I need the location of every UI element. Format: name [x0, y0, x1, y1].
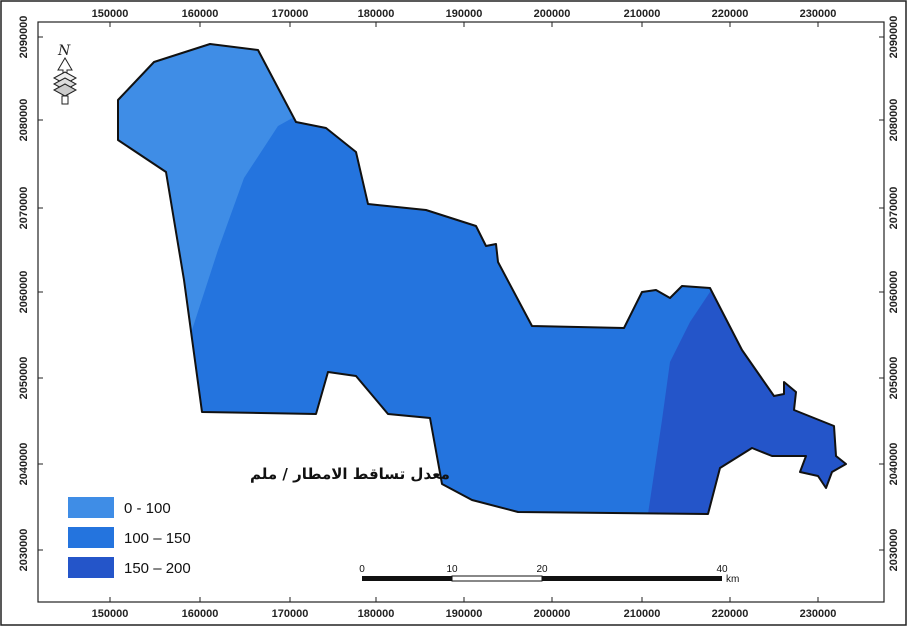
y-tick-label: 2050000 [888, 357, 900, 400]
y-tick-label: 2060000 [888, 271, 900, 314]
y-axis-right: 2090000 2080000 2070000 2060000 2050000 … [888, 16, 900, 572]
scale-segment [362, 576, 452, 581]
legend-label: 100 – 150 [124, 530, 191, 547]
region-outline [117, 43, 847, 515]
legend-label: 150 – 200 [124, 560, 191, 577]
scale-segment [451, 575, 543, 582]
y-tick-label: 2050000 [18, 357, 30, 400]
y-tick-label: 2070000 [888, 187, 900, 230]
legend: معدل تساقط الامطار / ملم 0 - 100 100 – 1… [68, 465, 450, 578]
x-tick-label: 220000 [712, 8, 749, 20]
x-tick-label: 200000 [534, 8, 571, 20]
x-tick-label: 210000 [624, 608, 661, 620]
x-tick-label: 170000 [272, 608, 309, 620]
x-tick-label: 190000 [446, 8, 483, 20]
y-tick-label: 2030000 [888, 529, 900, 572]
x-tick-label: 210000 [624, 8, 661, 20]
y-tick-label: 2080000 [888, 99, 900, 142]
x-tick-label: 200000 [534, 608, 571, 620]
tick-marks [38, 22, 884, 602]
legend-swatch [68, 497, 114, 518]
scale-label: 0 [359, 564, 365, 575]
scale-label: 40 [716, 564, 728, 575]
y-tick-label: 2090000 [18, 16, 30, 59]
x-axis-bottom: 150000 160000 170000 180000 190000 20000… [92, 608, 837, 620]
legend-swatch [68, 527, 114, 548]
x-tick-label: 230000 [800, 608, 837, 620]
y-tick-label: 2040000 [18, 443, 30, 486]
y-tick-label: 2090000 [888, 16, 900, 59]
legend-label: 0 - 100 [124, 500, 171, 517]
north-label: N [57, 43, 71, 59]
y-tick-label: 2080000 [18, 99, 30, 142]
y-axis-left: 2090000 2080000 2070000 2060000 2050000 … [18, 16, 30, 572]
x-tick-label: 180000 [358, 8, 395, 20]
x-tick-label: 230000 [800, 8, 837, 20]
north-arrow-icon: N [52, 43, 78, 105]
legend-title: معدل تساقط الامطار / ملم [250, 465, 450, 483]
legend-swatch [68, 557, 114, 578]
x-tick-label: 220000 [712, 608, 749, 620]
y-tick-label: 2030000 [18, 529, 30, 572]
x-tick-label: 150000 [92, 8, 129, 20]
x-tick-label: 170000 [272, 8, 309, 20]
scale-segment [542, 576, 722, 581]
y-tick-label: 2070000 [18, 187, 30, 230]
scale-label: 10 [446, 564, 458, 575]
scale-bar: 0 10 20 40 km [359, 564, 739, 585]
scale-unit: km [726, 574, 739, 585]
x-tick-label: 160000 [182, 8, 219, 20]
y-tick-label: 2060000 [18, 271, 30, 314]
x-tick-label: 180000 [358, 608, 395, 620]
x-tick-label: 190000 [446, 608, 483, 620]
x-axis-top: 150000 160000 170000 180000 190000 20000… [92, 8, 837, 20]
scale-label: 20 [536, 564, 548, 575]
y-tick-label: 2040000 [888, 443, 900, 486]
x-tick-label: 160000 [182, 608, 219, 620]
x-tick-label: 150000 [92, 608, 129, 620]
